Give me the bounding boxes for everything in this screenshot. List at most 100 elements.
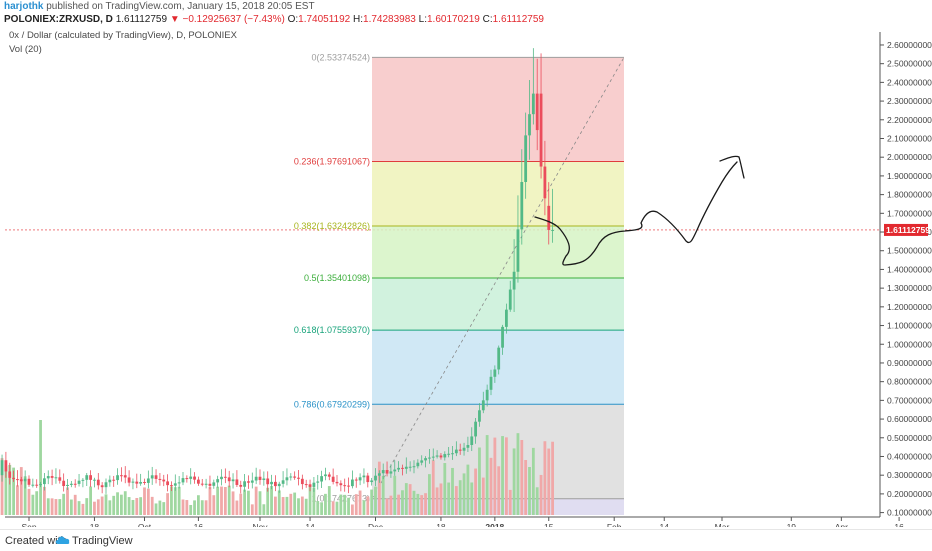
author-link[interactable]: harjothk [4,1,44,12]
user-drawing[interactable] [534,155,745,266]
candle [454,449,458,454]
volume-bar [66,487,69,515]
x-tick-label: Mar [715,522,730,527]
candle [108,479,112,483]
y-tick-label: 1.10000000 [887,321,932,331]
volume-bar [324,493,327,515]
candle [262,478,266,481]
volume-bar [474,468,477,515]
candle [112,479,116,481]
candle [46,476,50,479]
candle [312,482,316,487]
volume-bar [81,503,85,515]
x-tick-label: 18 [90,522,100,527]
candle [324,474,327,477]
price-chart[interactable]: 0(2.53374524) 0.236(1.97691067) 0.382(1.63… [0,27,932,532]
candle [370,480,374,483]
current-price-label: 1.61112759 [886,225,930,235]
price-change: ▼ −0.12925637 (−7.43%) [169,14,285,25]
candle [428,457,431,459]
candle [120,475,123,477]
x-tick-label: 2018 [485,522,504,527]
candle [270,481,273,485]
candle [535,93,539,131]
volume-bar [277,490,281,515]
volume-bar [204,500,208,515]
volume-bar [393,475,397,515]
y-tick-label: 1.30000000 [887,283,932,293]
open-label: O: [287,14,299,25]
fib-zone [372,225,624,279]
volume-bar [143,487,146,515]
tradingview-cloud-icon[interactable] [55,534,71,546]
volume-bar [27,488,31,515]
volume-bar [374,486,377,515]
candle [277,483,281,487]
volume-bar [250,504,254,515]
volume-bar [116,492,119,515]
volume-bar [485,435,489,515]
volume-bar [327,486,331,515]
candle [4,460,8,472]
candle [158,478,162,480]
candle [204,483,208,485]
candle [381,470,385,474]
candle [531,93,535,115]
candle [543,166,547,199]
candle [389,471,393,474]
x-tick-label: Nov [252,522,268,527]
volume-bar [443,463,447,515]
volume-bar [293,492,297,515]
volume-bar [431,460,435,515]
volume-bar [462,473,466,515]
candle [258,476,262,481]
candle [466,445,470,448]
candles [0,48,554,494]
x-tick-label: 16 [894,522,904,527]
volume-bar [516,433,520,515]
volume-bar [528,467,531,515]
volume-bar [31,494,35,515]
volume-bar [524,460,528,515]
volume-bar [96,499,100,515]
candle [243,481,246,487]
volume-bar [166,493,169,515]
volume-bar [389,495,393,515]
volume-bar [46,498,50,515]
candle [435,455,439,457]
volume-bar [235,500,239,515]
volume-bar [208,487,212,515]
candle [497,347,501,370]
volume-bar [181,499,185,515]
volume-bar [108,500,112,515]
volume-bar [243,489,246,515]
candle [19,479,23,482]
candle [416,462,420,467]
symbol-name[interactable]: POLONIEX:ZRXUSD, D [4,14,113,25]
candle [404,466,408,469]
candle [127,477,131,483]
volume-bar [320,502,323,515]
candle [193,476,196,480]
candle [208,483,212,486]
candle [250,480,254,483]
candle [351,479,354,487]
volume-bar [69,499,73,515]
volume-bar [216,486,220,515]
candle [354,479,358,481]
candle [420,460,424,463]
chart-area[interactable]: 0(2.53374524) 0.236(1.97691067) 0.382(1.63… [0,27,932,532]
volume-bar [73,494,77,515]
volume-bar [547,448,551,515]
volume-bar [185,500,189,515]
volume-bar [343,494,347,515]
candle [524,135,528,182]
tradingview-brand[interactable]: TradingView [72,535,133,547]
fib-level-label: 0.382(1.63242826) [294,221,370,231]
volume-bar [366,496,370,515]
candle [412,466,416,468]
volume-bar [231,491,235,515]
candle [143,481,146,483]
volume-bar [177,486,181,515]
high-label: H: [353,14,364,25]
